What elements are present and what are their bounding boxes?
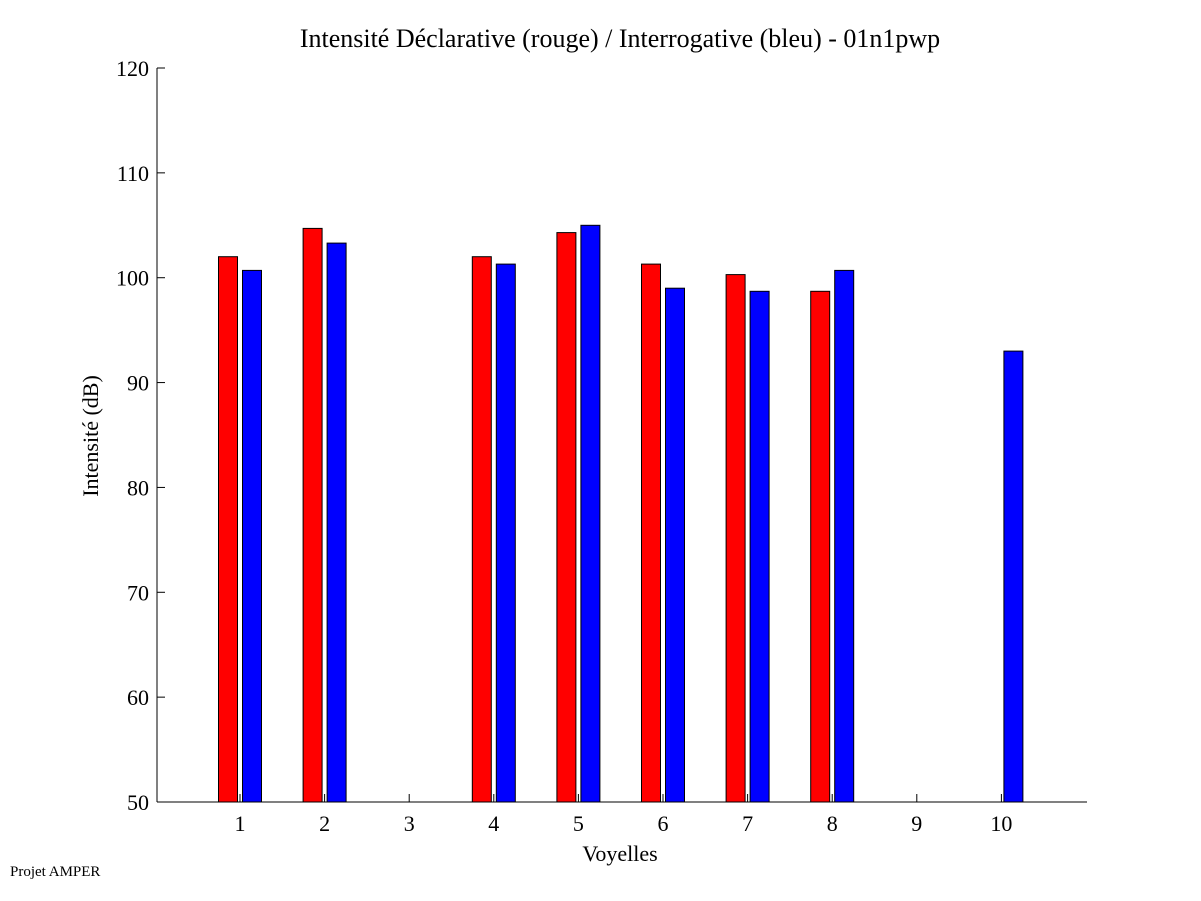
x-tick-label: 4 — [488, 811, 499, 836]
bar-declarative-5 — [556, 232, 577, 803]
bar-declarative-6 — [641, 263, 661, 803]
bar-declarative-7 — [725, 274, 746, 803]
x-axis-label: Voyelles — [582, 841, 657, 866]
x-tick-label: 8 — [827, 811, 838, 836]
y-tick-label: 90 — [127, 371, 149, 396]
y-tick-label: 50 — [127, 790, 149, 815]
x-tick-label: 7 — [742, 811, 753, 836]
bar-declarative-2 — [302, 227, 323, 803]
bar-interrogative-2 — [326, 242, 347, 803]
bar-interrogative-8 — [834, 269, 855, 803]
bar-interrogative-5 — [580, 224, 601, 803]
bar-interrogative-1 — [242, 269, 262, 803]
x-tick-label: 6 — [658, 811, 669, 836]
bar-declarative-1 — [218, 256, 238, 803]
axes-group: 50 60 70 80 90 100 110 120 1 2 3 4 5 6 7 8 9 10 — [116, 56, 1087, 836]
footer-label: Projet AMPER — [10, 864, 101, 880]
y-tick-label: 80 — [127, 475, 149, 500]
y-tick-label: 70 — [127, 580, 149, 605]
bar-declarative-8 — [810, 290, 831, 803]
x-tick-label: 10 — [990, 811, 1012, 836]
y-tick-label: 100 — [116, 266, 149, 291]
x-tick-label: 5 — [573, 811, 584, 836]
y-tick-label: 110 — [117, 161, 149, 186]
y-tick-label: 60 — [127, 685, 149, 710]
y-axis-label: Intensité (dB) — [78, 375, 103, 497]
bar-declarative-4 — [471, 256, 492, 803]
bar-interrogative-6 — [665, 287, 685, 803]
x-tick-label: 3 — [404, 811, 415, 836]
bars-group — [218, 224, 1024, 803]
bar-interrogative-4 — [495, 263, 516, 803]
bar-interrogative-10 — [1003, 350, 1024, 803]
chart-title: Intensité Déclarative (rouge) / Interrog… — [300, 24, 940, 53]
y-tick-label: 120 — [116, 56, 149, 81]
x-tick-label: 2 — [319, 811, 330, 836]
bar-interrogative-7 — [749, 290, 770, 803]
x-tick-label: 1 — [235, 811, 246, 836]
x-tick-label: 9 — [911, 811, 922, 836]
